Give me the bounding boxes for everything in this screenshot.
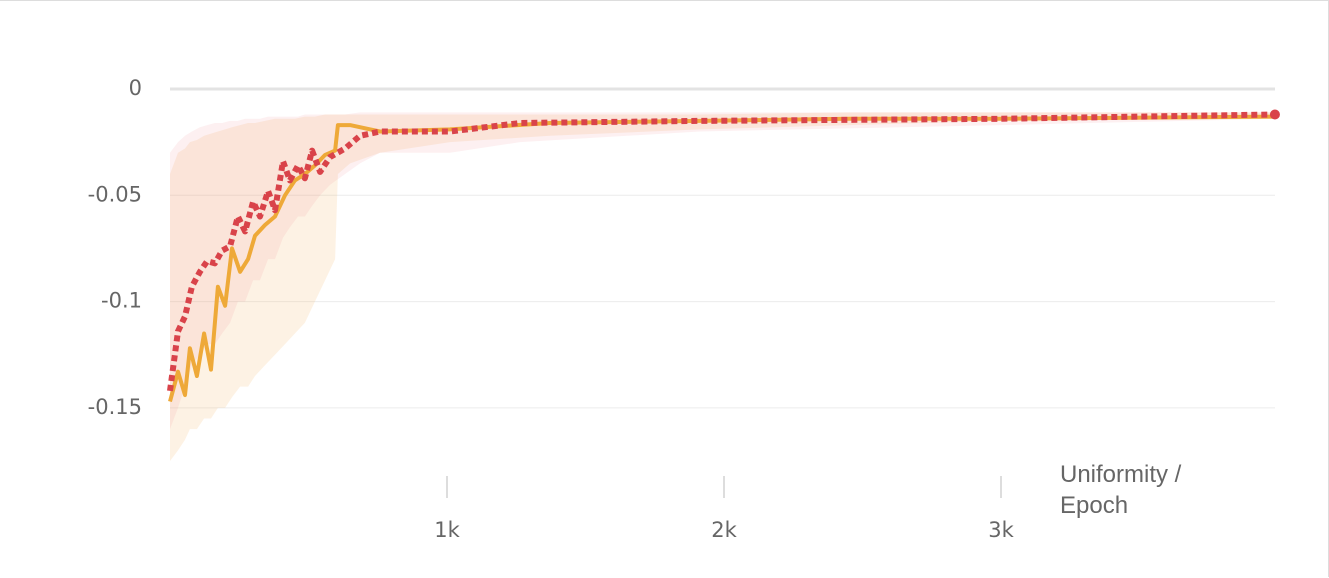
- band: [170, 112, 1275, 430]
- x-tick-label: 2k: [711, 518, 737, 542]
- x-tick-label: 1k: [434, 518, 460, 542]
- band: [170, 112, 1275, 462]
- end-point: [1269, 109, 1280, 120]
- line: [167, 111, 1276, 392]
- y-tick-label: -0.05: [88, 182, 142, 206]
- x-tick-label: 3k: [988, 518, 1014, 542]
- x-axis-label: Uniformity / Epoch: [1060, 461, 1182, 519]
- y-tick-label: -0.15: [88, 395, 142, 419]
- y-tick-label: -0.1: [101, 289, 142, 313]
- y-tick-label: 0: [129, 76, 142, 100]
